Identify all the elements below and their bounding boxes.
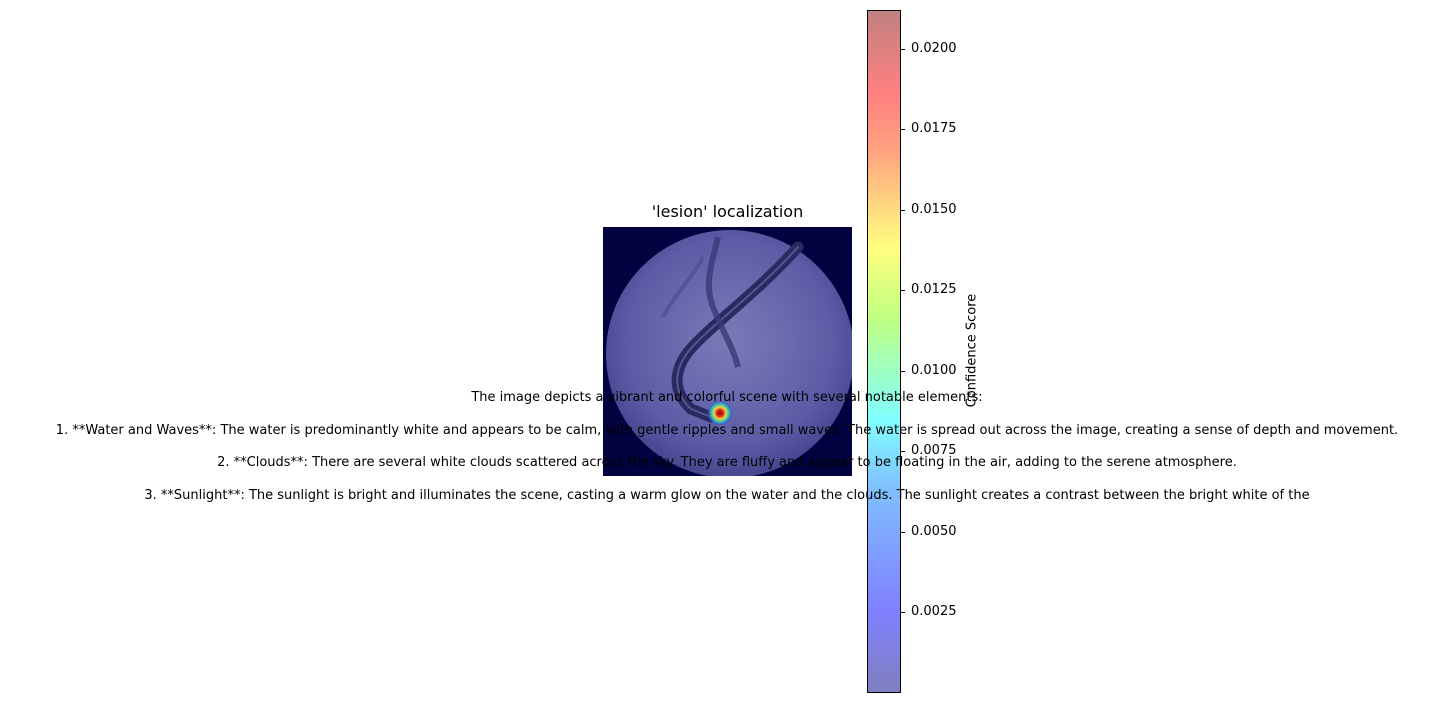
colorbar-tick-mark	[901, 371, 905, 372]
colorbar-tick-label: 0.0100	[911, 363, 957, 379]
fluoroscopy-field	[606, 230, 852, 476]
colorbar-tick-mark	[901, 49, 905, 50]
colorbar-tick-label: 0.0050	[911, 524, 957, 540]
caption-line-2: 2. **Clouds**: There are several white c…	[0, 455, 1454, 471]
colorbar-tick-label: 0.0200	[911, 41, 957, 57]
caption-line-3: 3. **Sunlight**: The sunlight is bright …	[0, 488, 1454, 504]
colorbar-tick-mark	[901, 451, 905, 452]
colorbar	[867, 10, 901, 693]
caption-line-0: The image depicts a vibrant and colorful…	[0, 390, 1454, 406]
colorbar-tick-label: 0.0175	[911, 121, 957, 137]
colorbar-tick-mark	[901, 290, 905, 291]
colorbar-gradient	[868, 11, 901, 693]
colorbar-tick-mark	[901, 532, 905, 533]
colorbar-tick-label: 0.0125	[911, 282, 957, 298]
colorbar-tick-mark	[901, 210, 905, 211]
colorbar-tick-mark	[901, 129, 905, 130]
caption-line-1: 1. **Water and Waves**: The water is pre…	[0, 423, 1454, 439]
chart-title: 'lesion' localization	[603, 202, 852, 222]
colorbar-tick-label: 0.0150	[911, 202, 957, 218]
colorbar-tick-mark	[901, 612, 905, 613]
colorbar-tick-label: 0.0025	[911, 604, 957, 620]
